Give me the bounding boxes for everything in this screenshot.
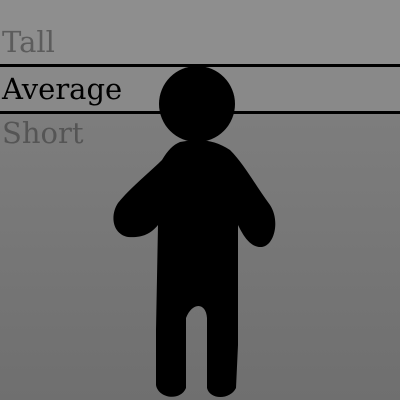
option-tall[interactable]: Tall	[0, 0, 400, 64]
option-short[interactable]: Short	[0, 114, 400, 158]
option-short-label: Short	[2, 116, 84, 150]
option-average-label: Average	[2, 72, 123, 106]
option-average[interactable]: Average	[0, 64, 400, 114]
option-tall-label: Tall	[2, 25, 55, 59]
figure-body	[113, 140, 276, 397]
